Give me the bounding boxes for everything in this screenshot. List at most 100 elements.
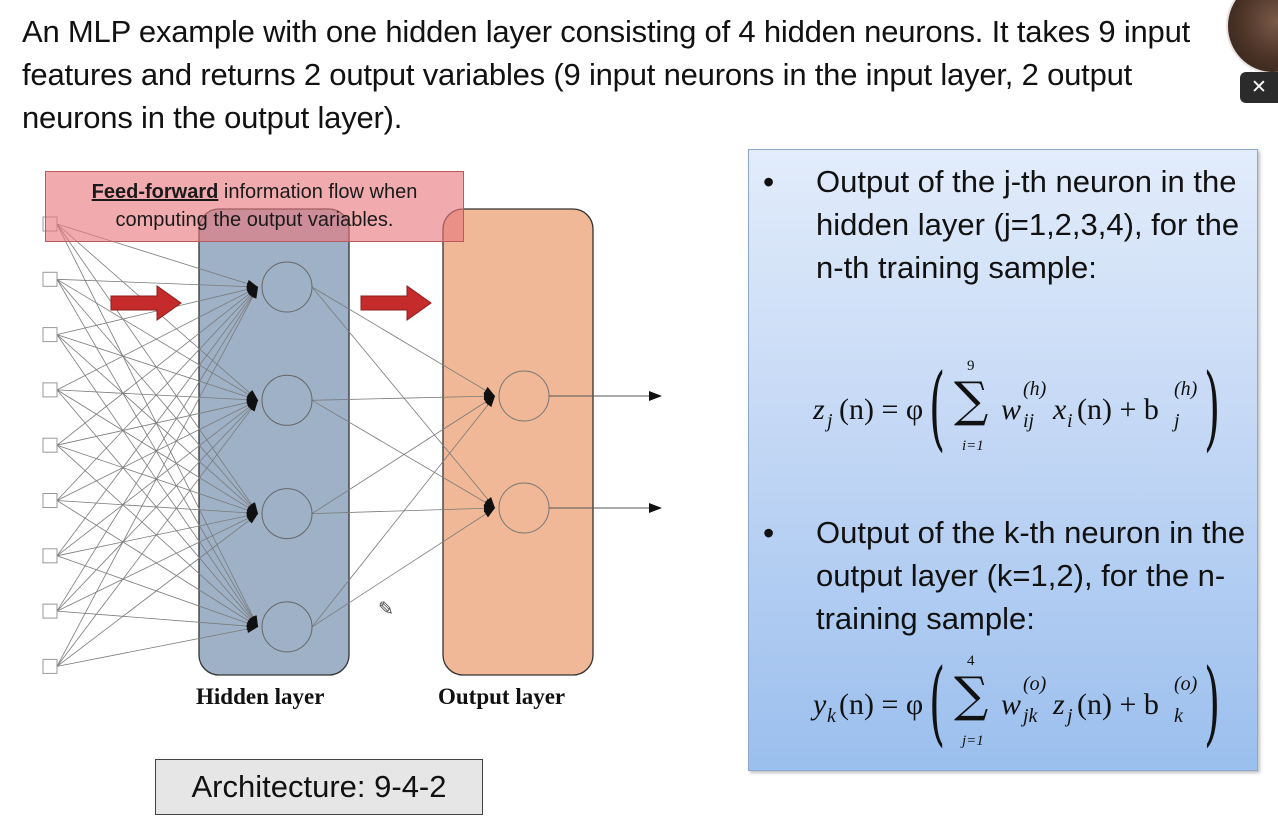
input-neuron <box>42 327 58 343</box>
input-neuron <box>42 437 58 453</box>
feed-forward-bold: Feed-forward <box>91 181 219 203</box>
eq1-left-paren: ( <box>929 354 946 461</box>
input-hidden-connection <box>56 334 259 401</box>
eq1-sum-bottom: i=1 <box>962 438 984 454</box>
input-hidden-connection <box>56 513 259 557</box>
input-hidden-connection <box>56 500 259 514</box>
input-hidden-connection <box>56 500 259 628</box>
input-hidden-connection <box>56 389 259 401</box>
eq1-x-sub: i <box>1067 410 1073 432</box>
hidden-neuron <box>261 601 313 653</box>
input-hidden-connection <box>56 389 259 514</box>
hidden-output-connection <box>311 507 496 514</box>
hidden-neuron <box>261 374 313 426</box>
input-hidden-connection <box>56 286 259 501</box>
input-hidden-connection <box>56 444 259 628</box>
hidden-output-connection <box>311 507 496 628</box>
input-hidden-connection <box>56 399 259 557</box>
hidden-layer-label: Hidden layer <box>196 684 325 709</box>
input-hidden-connection <box>56 286 259 391</box>
pencil-icon: ✎ <box>378 599 394 620</box>
eq1-x-arg: (n) + b <box>1077 393 1159 426</box>
eq2-arg: (n) = φ <box>839 688 924 721</box>
input-hidden-connection <box>56 400 259 612</box>
eq2-z-sub: j <box>1067 705 1073 727</box>
input-hidden-connection <box>56 279 259 628</box>
eq1-lhs-sub: j <box>827 410 833 432</box>
eq2-lhs-sub: k <box>827 705 836 727</box>
input-neuron <box>42 493 58 508</box>
eq2-z: z <box>1053 688 1065 721</box>
output-neuron <box>498 482 550 534</box>
eq1-w-sub: ij <box>1023 410 1035 432</box>
eq1-sum-top: 9 <box>967 358 975 374</box>
input-hidden-connection <box>56 555 259 628</box>
input-hidden-connection <box>56 223 259 628</box>
architecture-label: Architecture: 9-4-2 <box>155 759 483 815</box>
input-hidden-connection <box>56 610 259 628</box>
feed-forward-note: Feed-forward information flow when compu… <box>45 171 464 242</box>
input-hidden-connection <box>56 223 259 514</box>
eq2-sum-sign: ∑ <box>954 667 989 723</box>
eq2-w-sub: jk <box>1023 705 1038 727</box>
eq2-w: w <box>1001 688 1022 721</box>
input-neuron <box>42 658 58 674</box>
eq1-arg: (n) = φ <box>839 393 924 426</box>
connection-arrowhead <box>246 513 258 524</box>
hidden-output-description: Output of the j-th neuron in the hidden … <box>816 164 1240 285</box>
input-hidden-connection <box>56 389 259 628</box>
input-hidden-connection <box>56 278 259 401</box>
connection-arrowhead <box>249 287 258 299</box>
connection-arrowhead <box>485 396 495 408</box>
input-hidden-connection <box>56 399 259 501</box>
eq1-w: w <box>1001 393 1022 426</box>
eq2-lhs: y <box>813 688 827 721</box>
eq2-sum-top: 4 <box>967 653 975 669</box>
flow-arrow-hidden-output <box>360 285 432 321</box>
hidden-neuron <box>261 261 313 313</box>
input-hidden-connection <box>56 513 259 612</box>
hidden-neuron <box>261 488 313 540</box>
connection-arrowhead <box>248 400 258 412</box>
input-neuron <box>42 603 58 619</box>
input-hidden-connection <box>56 286 259 612</box>
output-layer-box <box>442 208 594 676</box>
input-neuron <box>42 382 58 398</box>
input-hidden-connection <box>56 286 259 667</box>
eq2-z-arg: (n) + b <box>1077 688 1159 721</box>
eq2-left-paren: ( <box>929 649 946 756</box>
output-arrow-head <box>649 503 662 513</box>
eq2-sum-bottom: j=1 <box>962 733 984 749</box>
input-neuron <box>42 548 58 564</box>
connection-arrowhead <box>483 508 495 518</box>
hidden-output-connection <box>311 395 496 514</box>
output-arrow-head <box>649 391 662 401</box>
hidden-output-connection <box>311 395 496 401</box>
input-hidden-connection <box>56 278 259 288</box>
input-hidden-connection <box>56 279 259 514</box>
formula-panel: • Output of the j-th neuron in the hidde… <box>748 149 1258 771</box>
input-hidden-connection <box>56 513 259 667</box>
mlp-diagram <box>42 208 662 676</box>
flow-arrow-input-hidden <box>110 285 182 321</box>
hidden-output-connection <box>311 286 496 509</box>
input-hidden-connection <box>56 400 259 667</box>
eq1-lhs: z <box>813 393 825 426</box>
eq2-b-sup: (o) <box>1174 673 1198 695</box>
eq1-w-sup: (h) <box>1023 378 1047 400</box>
output-neuron <box>498 370 550 422</box>
hidden-output-connection <box>311 399 496 509</box>
input-hidden-connection <box>56 286 259 557</box>
close-icon[interactable]: ✕ <box>1240 72 1278 103</box>
input-hidden-connection <box>56 334 259 628</box>
hidden-neuron-equation: z j (n) = φ ( 9 ∑ i=1 w (h) ij x i (n) +… <box>749 352 1259 472</box>
eq1-b-sub: j <box>1174 410 1180 432</box>
eq1-b-sup: (h) <box>1174 378 1198 400</box>
output-neuron-equation: y k (n) = φ ( 4 ∑ j=1 w (o) jk z j (n) +… <box>749 647 1259 767</box>
hidden-output-connection <box>311 395 496 628</box>
eq2-b-sub: k <box>1174 705 1183 727</box>
feed-forward-rest: information flow when computing the outp… <box>115 181 418 231</box>
output-description: Output of the k-th neuron in the output … <box>816 515 1246 636</box>
eq2-w-sup: (o) <box>1023 673 1047 695</box>
input-hidden-connection <box>56 626 259 667</box>
